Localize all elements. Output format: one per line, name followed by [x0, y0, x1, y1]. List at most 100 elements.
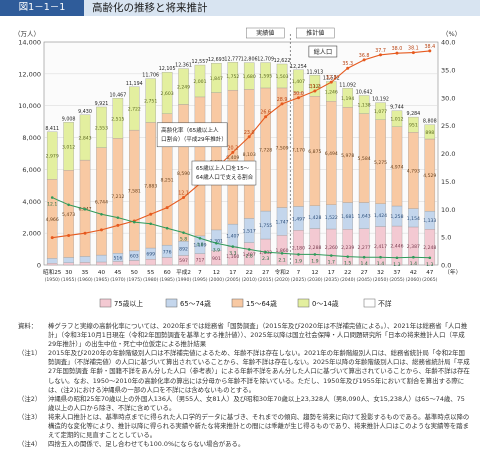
- y-unit-right: （%）: [442, 30, 461, 38]
- support-ratio-label: 1.3: [393, 262, 400, 268]
- bar-value-label: 1,755: [259, 223, 272, 229]
- bar-value-label: 8,103: [243, 152, 256, 158]
- aging-rate-label: 20.2: [227, 145, 238, 151]
- bar-value-label: 603: [130, 254, 139, 260]
- bar-value-label: 2,603: [161, 91, 174, 97]
- note-1: （注1） 2015年及び2020年の年齢階級別人口は不詳補完値によるため、年齢不詳…: [18, 349, 470, 394]
- bar-value-label: 1,407: [292, 79, 305, 85]
- support-ratio-point: [182, 231, 185, 234]
- legend-label: 65～74歳: [180, 299, 211, 308]
- x-tick-year: (1975): [127, 277, 142, 283]
- bar-segment: [424, 124, 436, 140]
- bar-value-label: 6,875: [308, 149, 321, 155]
- x-tick-year: (2035): [324, 277, 339, 283]
- bar-value-label: 1,109: [193, 243, 206, 249]
- x-tick-year: (1970): [110, 277, 125, 283]
- bar-total-label: 11,913: [306, 69, 323, 75]
- bar-value-label: 3,012: [62, 144, 75, 150]
- bar-segment: [96, 254, 107, 263]
- x-tick-year: (2005): [225, 277, 240, 283]
- support-ratio-line: [52, 197, 430, 259]
- bar-segment: [161, 257, 173, 266]
- projected-box: [296, 27, 335, 39]
- support-ratio-point: [50, 196, 54, 199]
- support-ratio-label: 1.9: [311, 258, 318, 264]
- bar-total-label: 12,709: [257, 57, 274, 63]
- aging-rate-line: [52, 50, 430, 239]
- figure-title: 高齢化の推移と将来推計: [92, 2, 208, 14]
- x-tick-label: 60: [164, 270, 172, 276]
- support-ratio-point: [149, 222, 153, 226]
- bar-segment: [391, 110, 403, 127]
- bar-value-label: 6,494: [325, 151, 338, 157]
- aging-chart: 0 2,000 4,000 6,000 8,000 10,000 12,000 14,000 0…: [14, 27, 461, 308]
- support-ratio-label: 2.8: [246, 253, 253, 259]
- y-tick-right: 20.0: [441, 150, 455, 158]
- bar-segment: [145, 258, 156, 266]
- bar-segment: [243, 62, 255, 90]
- x-tick-year: (2060): [406, 277, 421, 283]
- aging-rate-label: 38.0: [392, 46, 403, 52]
- bar-segment: [79, 114, 91, 161]
- bar-total-label: 11,706: [142, 73, 159, 79]
- x-tick-label: 27: [361, 270, 369, 276]
- bar-total-label: 10,467: [109, 92, 126, 98]
- aging-rate-point: [329, 80, 333, 84]
- bar-value-label: 2,288: [308, 245, 321, 251]
- ratio-callout-box: [191, 160, 257, 186]
- bar-value-label: 7,883: [144, 183, 157, 189]
- bar-value-label: 1,595: [259, 73, 272, 79]
- support-ratio-point: [231, 245, 235, 248]
- bar-total-label: 11,194: [126, 81, 143, 87]
- legend-label: 不詳: [378, 299, 392, 308]
- aging-rate-point: [182, 196, 186, 200]
- bar-total-label: 9,921: [95, 101, 109, 107]
- y-tick-left: 2,000: [22, 230, 41, 238]
- aging-rate-label: 36.8: [359, 53, 370, 59]
- bar-value-label: 597: [179, 258, 188, 264]
- bar-value-label: 4,974: [390, 164, 403, 170]
- bar-value-label: 1,680: [243, 74, 256, 80]
- bar-segment: [63, 122, 74, 171]
- bar-total-label: 9,284: [407, 111, 421, 117]
- x-tick-year: (1950): [45, 277, 60, 283]
- aging-rate-point: [231, 150, 235, 154]
- x-tick-year: (2055): [389, 277, 404, 283]
- support-ratio-point: [116, 216, 120, 219]
- bar-value-label: 951: [409, 123, 418, 129]
- bar-value-label: 1,194: [341, 96, 354, 102]
- support-ratio-label: 1.3: [426, 262, 433, 268]
- actual-box: [246, 27, 285, 39]
- bar-value-label: 4,966: [46, 217, 59, 223]
- bar-value-label: 1,133: [423, 218, 436, 224]
- bar-value-label: 516: [113, 255, 122, 261]
- bar-value-label: 5,473: [62, 212, 75, 218]
- bar-total-label: 12,105: [159, 66, 176, 72]
- y-tick-left: 4,000: [22, 198, 41, 206]
- x-tick-label: 22: [246, 270, 253, 276]
- bar-value-label: 1,517: [243, 229, 256, 235]
- note-source: 資料： 棒グラフと実線の高齢化率については、2020年までは総務省「国勢調査」（2…: [18, 322, 468, 349]
- bar-segment: [293, 69, 304, 93]
- bar-segment: [227, 62, 239, 91]
- y-tick-left: 0: [37, 262, 41, 270]
- bar-segment: [46, 131, 58, 180]
- y-tick-left: 10,000: [18, 102, 41, 110]
- bar-value-label: 1,497: [292, 216, 305, 222]
- y-tick-left: 8,000: [22, 134, 41, 142]
- bar-value-label: 1,522: [325, 215, 338, 221]
- legend-swatch: [231, 298, 244, 308]
- bar-segment: [375, 102, 386, 120]
- projected-label: 推計値: [306, 29, 324, 37]
- notes-section: 資料： 棒グラフと実線の高齢化率については、2020年までは総務省「国勢調査」（2…: [18, 322, 470, 449]
- ratio-callout-line2: 64歳人口で支える割合: [196, 173, 254, 181]
- ratio-callout-line1: 65歳以上人口を15～: [196, 164, 250, 172]
- x-tick-year: (1980): [143, 277, 158, 283]
- bar-total-label: 11,092: [339, 82, 356, 88]
- x-tick-label: 7: [198, 270, 202, 276]
- bar-segment: [260, 62, 271, 89]
- x-tick-label: 令和2: [275, 268, 290, 276]
- aging-rate-point: [411, 51, 415, 55]
- x-tick-year: (2045): [356, 277, 371, 283]
- x-tick-year: (2020): [274, 277, 289, 283]
